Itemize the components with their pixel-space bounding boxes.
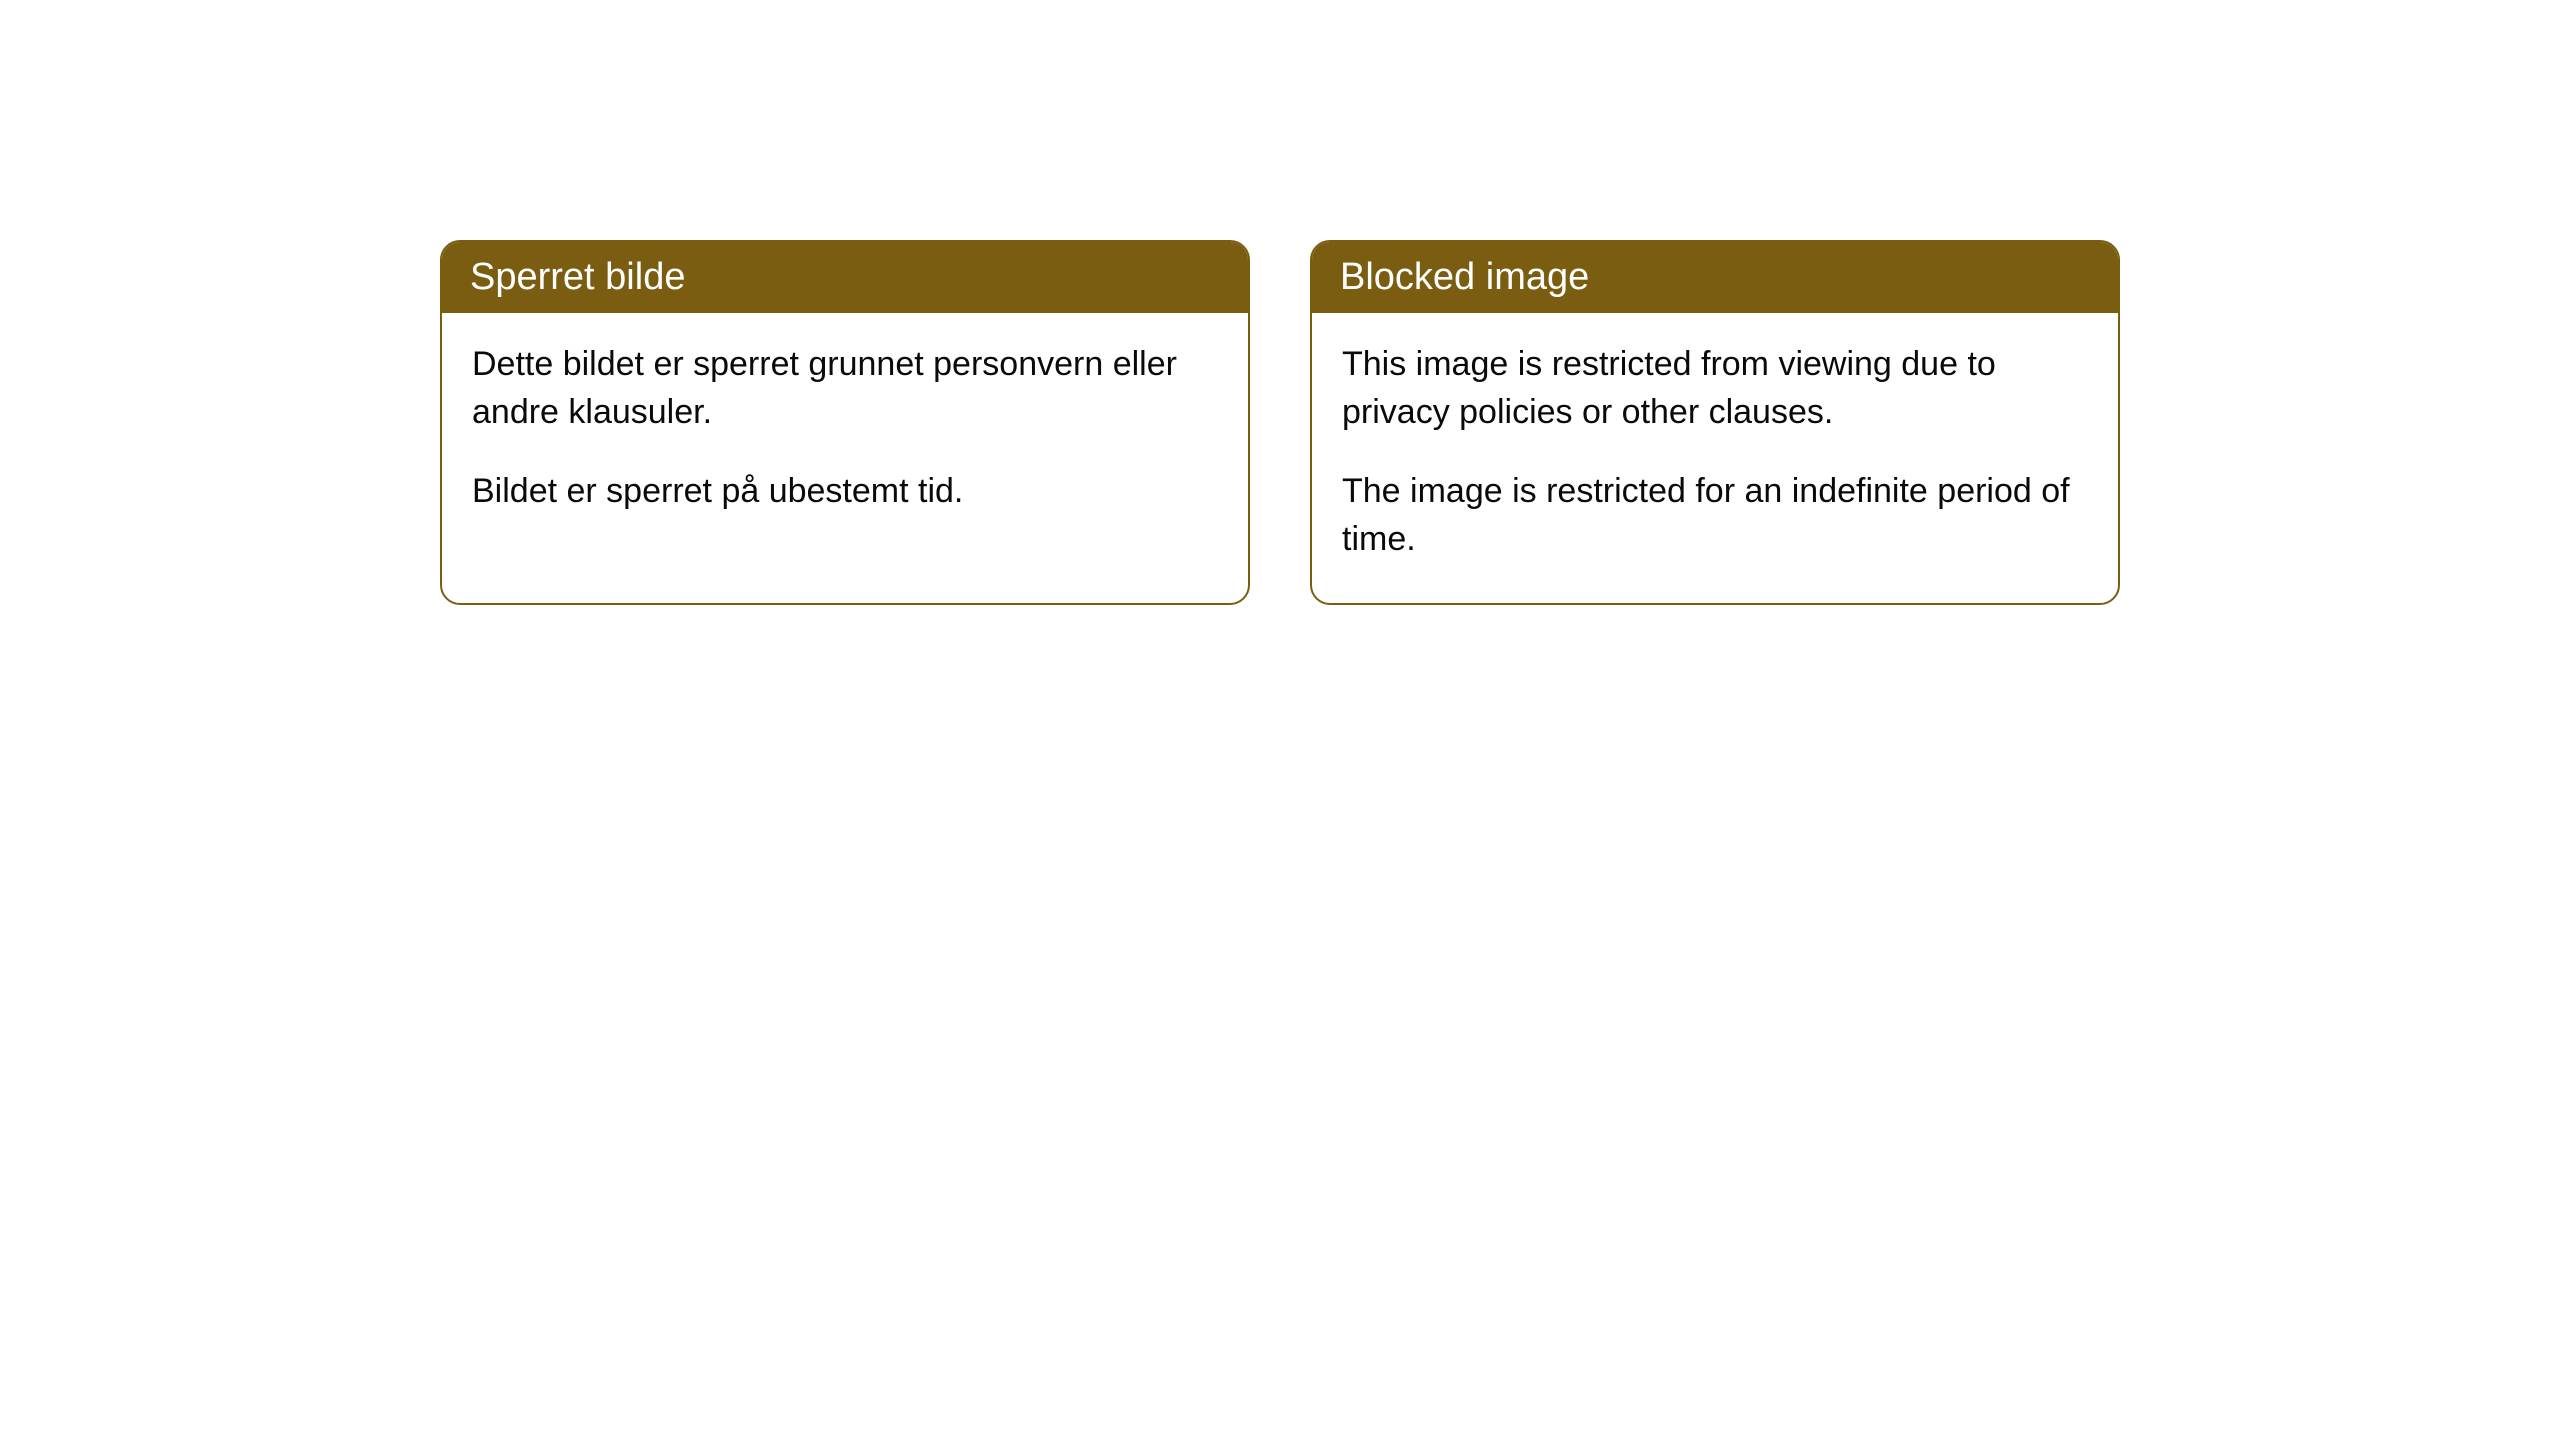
card-paragraph-1: This image is restricted from viewing du… <box>1342 341 2088 436</box>
card-paragraph-2: Bildet er sperret på ubestemt tid. <box>472 468 1218 516</box>
card-paragraph-2: The image is restricted for an indefinit… <box>1342 468 2088 563</box>
card-body-norwegian: Dette bildet er sperret grunnet personve… <box>442 313 1248 556</box>
card-header-norwegian: Sperret bilde <box>442 242 1248 313</box>
card-title: Sperret bilde <box>470 256 685 298</box>
cards-container: Sperret bilde Dette bildet er sperret gr… <box>440 240 2120 605</box>
card-english: Blocked image This image is restricted f… <box>1310 240 2120 605</box>
card-header-english: Blocked image <box>1312 242 2118 313</box>
card-title: Blocked image <box>1340 256 1589 298</box>
card-norwegian: Sperret bilde Dette bildet er sperret gr… <box>440 240 1250 605</box>
card-body-english: This image is restricted from viewing du… <box>1312 313 2118 603</box>
card-paragraph-1: Dette bildet er sperret grunnet personve… <box>472 341 1218 436</box>
